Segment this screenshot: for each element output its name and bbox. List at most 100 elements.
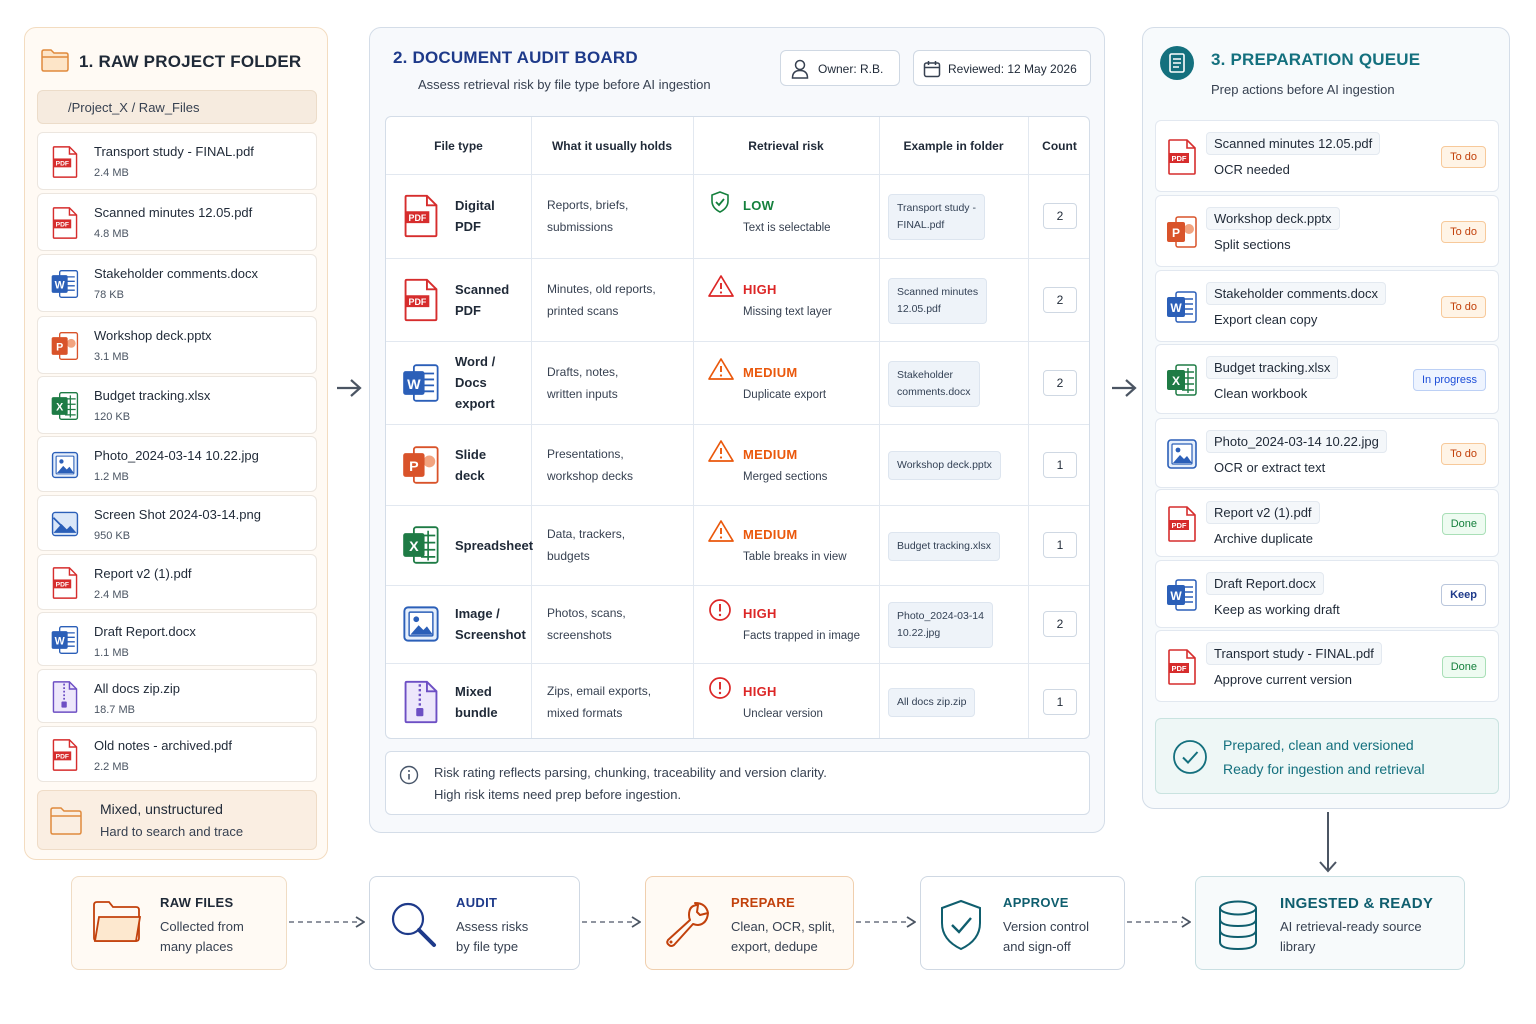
- count-value: 2: [1043, 286, 1077, 313]
- queue-item[interactable]: PDF Report v2 (1).pdf Archive duplicate …: [1155, 489, 1499, 557]
- file-item[interactable]: PDF Scanned minutes 12.05.pdf 4.8 MB: [37, 193, 317, 251]
- ready-line-2: Ready for ingestion and retrieval: [1223, 761, 1425, 777]
- column-header: Retrieval risk: [748, 138, 824, 153]
- example-file-chip[interactable]: Scanned minutes 12.05.pdf: [888, 277, 988, 324]
- file-item[interactable]: Photo_2024-03-14 10.22.jpg 1.2 MB: [37, 436, 317, 492]
- queue-file-name: Budget tracking.xlsx: [1206, 356, 1339, 379]
- pdf-icon: PDF: [52, 207, 78, 239]
- powerpoint-icon: P: [403, 445, 439, 484]
- queue-item[interactable]: Photo_2024-03-14 10.22.jpg OCR or extrac…: [1155, 418, 1499, 488]
- pdf-icon: PDF: [52, 146, 78, 178]
- queue-file-name: Draft Report.docx: [1206, 572, 1324, 595]
- status-badge[interactable]: To do: [1441, 221, 1486, 243]
- folder-path[interactable]: /Project_X / Raw_Files: [37, 90, 317, 124]
- queue-action: Archive duplicate: [1214, 531, 1313, 546]
- file-size: 2.4 MB: [94, 589, 129, 601]
- zip-icon: [404, 680, 438, 723]
- file-item[interactable]: PDF Report v2 (1).pdf 2.4 MB: [37, 554, 317, 610]
- queue-file-name: Scanned minutes 12.05.pdf: [1206, 132, 1381, 155]
- alert-circle-icon: [708, 676, 732, 700]
- example-file-chip[interactable]: Workshop deck.pptx: [888, 451, 1001, 480]
- status-badge[interactable]: In progress: [1412, 369, 1486, 391]
- file-item[interactable]: P Workshop deck.pptx 3.1 MB: [37, 316, 317, 374]
- ready-card: Prepared, clean and versioned Ready for …: [1155, 718, 1499, 794]
- holds-text: Photos, scans, screenshots: [547, 606, 626, 642]
- panel-title: 3. PREPARATION QUEUE: [1211, 50, 1421, 69]
- pdf-icon: PDF: [404, 278, 438, 321]
- queue-item[interactable]: W Stakeholder comments.docx Export clean…: [1155, 270, 1499, 342]
- status-badge[interactable]: Keep: [1441, 584, 1486, 606]
- file-type-icon: [402, 602, 440, 642]
- example-file-chip[interactable]: All docs zip.zip: [888, 688, 976, 717]
- shield-check-icon: [711, 191, 729, 213]
- database-icon: [1216, 899, 1260, 956]
- word-icon: W: [51, 270, 79, 298]
- status-badge[interactable]: To do: [1441, 146, 1486, 168]
- folder-icon: [41, 49, 69, 72]
- risk-level: HIGH: [743, 683, 777, 699]
- pdf-icon: PDF: [404, 194, 438, 238]
- status-badge[interactable]: To do: [1441, 296, 1486, 318]
- holds-text: Zips, email exports, mixed formats: [547, 683, 652, 720]
- svg-text:W: W: [1170, 301, 1182, 315]
- queue-item[interactable]: PDF Scanned minutes 12.05.pdf OCR needed…: [1155, 120, 1499, 192]
- screenshot-icon: [51, 511, 79, 537]
- file-item[interactable]: PDF Old notes - archived.pdf 2.2 MB: [37, 726, 317, 782]
- file-size: 18.7 MB: [94, 704, 135, 716]
- user-icon: [791, 59, 809, 79]
- file-item[interactable]: W Stakeholder comments.docx 78 KB: [37, 254, 317, 312]
- warning-icon: [708, 519, 734, 543]
- risk-note: Missing text layer: [743, 305, 832, 318]
- queue-item[interactable]: P Workshop deck.pptx Split sections To d…: [1155, 195, 1499, 267]
- flow-step: AUDIT Assess risks by file type: [369, 876, 580, 970]
- status-badge[interactable]: Done: [1441, 513, 1486, 535]
- status-badge[interactable]: To do: [1441, 443, 1486, 465]
- reviewed-badge[interactable]: Reviewed: 12 May 2026: [913, 50, 1091, 86]
- example-file-chip[interactable]: Transport study - FINAL.pdf: [888, 194, 985, 240]
- risk-note: Merged sections: [743, 470, 828, 483]
- file-name: Stakeholder comments.docx: [94, 266, 259, 281]
- ready-line-1: Prepared, clean and versioned: [1223, 737, 1414, 753]
- calendar-icon: [923, 61, 941, 78]
- file-item[interactable]: W Draft Report.docx 1.1 MB: [37, 612, 317, 666]
- holds-text: Data, trackers, budgets: [547, 527, 626, 563]
- dashed-arrow-icon: [582, 916, 641, 928]
- queue-item[interactable]: W Draft Report.docx Keep as working draf…: [1155, 560, 1499, 628]
- queue-item[interactable]: X Budget tracking.xlsx Clean workbook In…: [1155, 344, 1499, 414]
- panel-title: 2. DOCUMENT AUDIT BOARD: [393, 48, 638, 67]
- warning-icon: [708, 274, 734, 298]
- file-item[interactable]: PDF Transport study - FINAL.pdf 2.4 MB: [37, 132, 317, 190]
- svg-text:X: X: [1172, 374, 1180, 388]
- file-name: Report v2 (1).pdf: [94, 566, 192, 581]
- holds-text: Minutes, old reports, printed scans: [547, 281, 656, 318]
- file-name: Budget tracking.xlsx: [94, 388, 211, 403]
- owner-badge[interactable]: Owner: R.B.: [780, 50, 900, 86]
- flow-step-desc: Version control and sign-off: [1003, 919, 1089, 954]
- example-file-chip[interactable]: Budget tracking.xlsx: [888, 531, 1000, 561]
- queue-item[interactable]: PDF Transport study - FINAL.pdf Approve …: [1155, 630, 1499, 702]
- owner-text: Owner: R.B.: [818, 62, 884, 76]
- note-line-2: High risk items need prep before ingesti…: [434, 787, 682, 802]
- arrow-right-icon: [1112, 379, 1137, 397]
- svg-text:W: W: [55, 635, 66, 647]
- file-size: 3.1 MB: [94, 351, 129, 363]
- count-value: 1: [1043, 532, 1077, 558]
- example-file-chip[interactable]: Photo_2024-03-14 10.22.jpg: [888, 602, 993, 648]
- file-size: 1.2 MB: [94, 471, 129, 483]
- check-circle-icon: [1173, 740, 1207, 774]
- holds-text: Reports, briefs, submissions: [547, 198, 629, 234]
- file-item[interactable]: X Budget tracking.xlsx 120 KB: [37, 376, 317, 434]
- pdf-icon: PDF: [1168, 139, 1196, 175]
- file-item[interactable]: All docs zip.zip 18.7 MB: [37, 669, 317, 723]
- status-badge[interactable]: Done: [1441, 656, 1486, 678]
- warning-icon: [708, 357, 734, 380]
- queue-action: OCR or extract text: [1214, 460, 1326, 475]
- example-file-chip[interactable]: Stakeholder comments.docx: [888, 360, 980, 407]
- risk-level: HIGH: [743, 281, 777, 297]
- queue-action: Keep as working draft: [1214, 602, 1340, 617]
- risk-level: HIGH: [743, 606, 777, 621]
- zip-icon: [52, 681, 78, 713]
- file-item[interactable]: Screen Shot 2024-03-14.png 950 KB: [37, 495, 317, 551]
- file-size: 2.4 MB: [94, 167, 129, 179]
- dashed-arrow-icon: [856, 916, 916, 928]
